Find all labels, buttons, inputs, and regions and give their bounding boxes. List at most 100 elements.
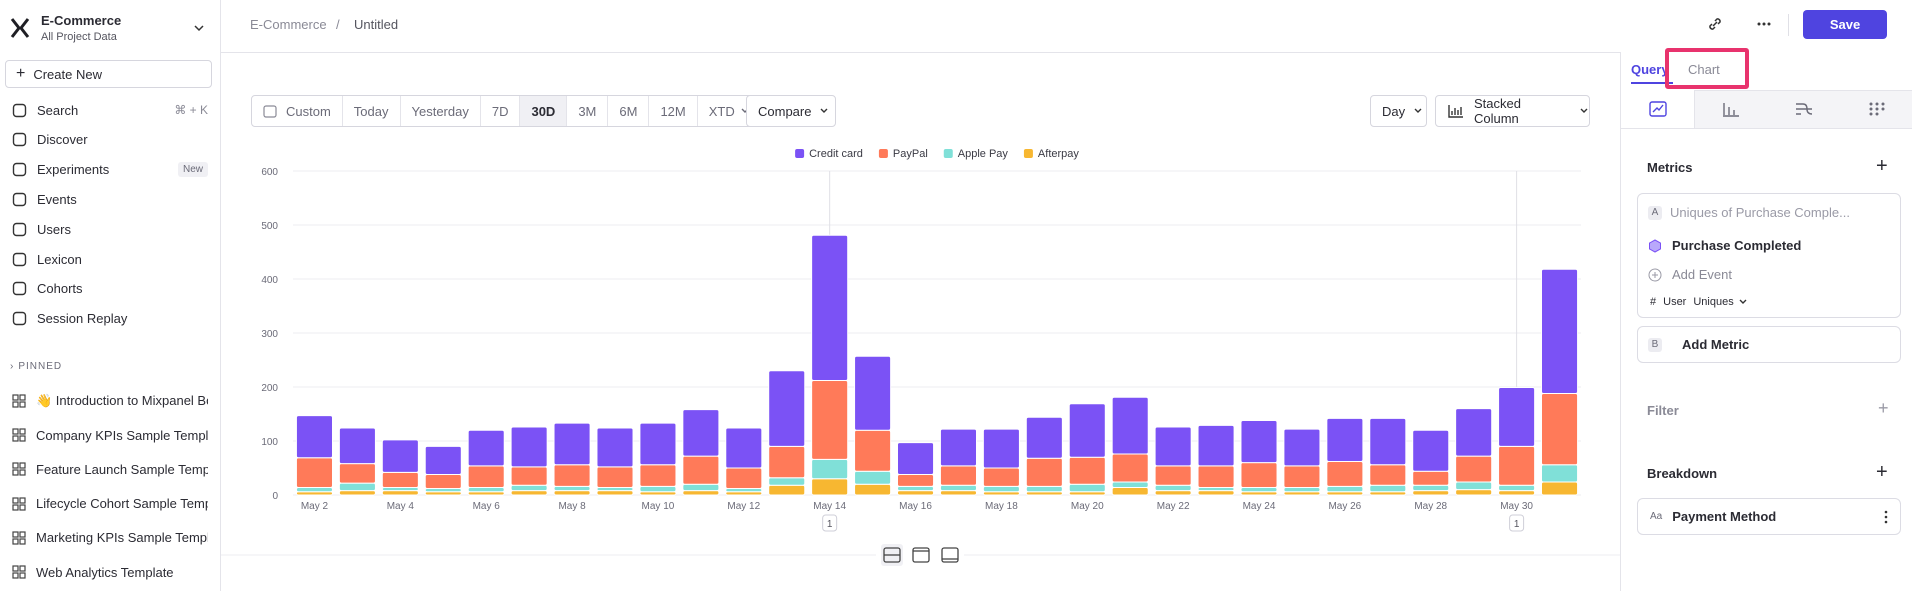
bar-segment[interactable] (553, 422, 591, 466)
bar-segment[interactable] (982, 485, 1020, 493)
bar-segment[interactable] (1412, 429, 1450, 472)
add-filter-plus[interactable]: + (1878, 398, 1889, 418)
bar-segment[interactable] (811, 234, 849, 382)
pinned-item[interactable]: Web Analytics Template (12, 559, 208, 585)
breakdown-card[interactable]: Aa Payment Method (1637, 498, 1901, 535)
bar-segment[interactable] (682, 455, 720, 485)
bar-segment[interactable] (682, 409, 720, 457)
bar-segment[interactable] (1197, 490, 1235, 496)
bar-segment[interactable] (1111, 481, 1149, 488)
bar-segment[interactable] (939, 428, 977, 467)
view-insights[interactable] (1621, 90, 1695, 128)
bar-segment[interactable] (1455, 481, 1493, 491)
bar-segment[interactable] (1498, 484, 1536, 492)
nav-item[interactable]: Lexicon (12, 246, 208, 272)
chart-type-button[interactable]: Stacked Column (1435, 95, 1590, 127)
tab-chart[interactable]: Chart (1688, 62, 1720, 77)
bar-segment[interactable] (982, 467, 1020, 487)
bar-segment[interactable] (295, 457, 333, 488)
bar-segment[interactable] (1541, 464, 1579, 483)
bar-segment[interactable] (1412, 490, 1450, 496)
nav-item[interactable]: Cohorts (12, 276, 208, 302)
bar-segment[interactable] (467, 429, 505, 467)
bar-segment[interactable] (338, 463, 376, 484)
bar-segment[interactable] (1541, 392, 1579, 466)
legend-item[interactable]: PayPal (878, 148, 928, 160)
bar-segment[interactable] (897, 473, 935, 487)
bar-segment[interactable] (725, 427, 763, 469)
bar-segment[interactable] (854, 429, 892, 472)
bar-segment[interactable] (510, 484, 548, 492)
uniques-label[interactable]: Uniques (1693, 296, 1734, 308)
bar-segment[interactable] (939, 490, 977, 496)
range-option[interactable]: Custom (252, 96, 343, 126)
tab-query[interactable]: Query (1631, 62, 1669, 77)
add-breakdown-plus[interactable]: + (1876, 461, 1888, 483)
bar-segment[interactable] (682, 483, 720, 492)
save-button[interactable]: Save (1803, 10, 1887, 39)
bar-segment[interactable] (1240, 462, 1278, 488)
link-icon[interactable] (1707, 16, 1723, 32)
bar-segment[interactable] (768, 477, 806, 486)
breadcrumb-root[interactable]: E-Commerce (250, 17, 327, 32)
range-option[interactable]: Yesterday (401, 96, 481, 126)
bar-segment[interactable] (1197, 424, 1235, 467)
bar-segment[interactable] (1068, 456, 1106, 485)
bar-segment[interactable] (338, 490, 376, 496)
metric-b-card[interactable]: B Add Metric (1637, 326, 1901, 363)
bar-segment[interactable] (1326, 485, 1364, 493)
legend-item[interactable]: Afterpay (1023, 148, 1079, 160)
bar-segment[interactable] (1541, 268, 1579, 394)
bar-segment[interactable] (1283, 428, 1321, 467)
bar-segment[interactable] (1154, 484, 1192, 492)
bar-segment[interactable] (1498, 445, 1536, 486)
bar-segment[interactable] (1326, 417, 1364, 463)
bar-segment[interactable] (768, 484, 806, 496)
bar-segment[interactable] (424, 445, 462, 475)
bar-segment[interactable] (1111, 453, 1149, 483)
bar-segment[interactable] (1154, 426, 1192, 467)
bar-segment[interactable] (381, 439, 419, 473)
bar-segment[interactable] (1111, 486, 1149, 496)
bar-segment[interactable] (1111, 396, 1149, 455)
bar-segment[interactable] (553, 464, 591, 487)
bar-segment[interactable] (1369, 484, 1407, 493)
bar-segment[interactable] (982, 428, 1020, 469)
add-metric-plus[interactable]: + (1876, 155, 1888, 177)
bar-segment[interactable] (1283, 465, 1321, 488)
bar-segment[interactable] (1240, 419, 1278, 464)
range-option[interactable]: 30D (520, 96, 568, 126)
bar-segment[interactable] (467, 465, 505, 488)
bar-segment[interactable] (1025, 416, 1063, 459)
retention-icon[interactable] (1868, 101, 1886, 117)
metric-a-row[interactable]: A Uniques of Purchase Comple... (1648, 205, 1850, 220)
legend-item[interactable]: Apple Pay (943, 148, 1009, 160)
nav-item[interactable]: Search ⌘ + K (12, 97, 208, 123)
event-row[interactable]: Purchase Completed (1648, 238, 1801, 253)
bar-segment[interactable] (682, 490, 720, 496)
bar-segment[interactable] (295, 415, 333, 459)
interval-button[interactable]: Day (1370, 95, 1427, 127)
bar-segment[interactable] (1025, 485, 1063, 493)
bar-segment[interactable] (596, 427, 634, 468)
pinned-item[interactable]: Feature Launch Sample Templa (12, 456, 208, 482)
bar-segment[interactable] (1154, 465, 1192, 486)
bar-segment[interactable] (1455, 455, 1493, 483)
bar-segment[interactable] (1197, 465, 1235, 488)
bar-segment[interactable] (897, 442, 935, 475)
bar-segment[interactable] (381, 490, 419, 496)
bar-segment[interactable] (338, 482, 376, 492)
funnels-icon[interactable] (1722, 101, 1740, 117)
flows-icon[interactable] (1795, 101, 1813, 117)
range-option[interactable]: 3M (567, 96, 609, 126)
bar-segment[interactable] (1369, 464, 1407, 486)
bar-segment[interactable] (639, 422, 677, 466)
nav-item[interactable]: Session Replay (12, 306, 208, 332)
nav-item[interactable]: Experiments New (12, 157, 208, 183)
bar-segment[interactable] (939, 465, 977, 486)
bar-segment[interactable] (295, 486, 333, 493)
bar-segment[interactable] (553, 490, 591, 496)
pinned-item[interactable]: 👋 Introduction to Mixpanel Bo (12, 388, 208, 414)
more-icon[interactable] (1756, 16, 1772, 32)
bar-segment[interactable] (639, 485, 677, 493)
